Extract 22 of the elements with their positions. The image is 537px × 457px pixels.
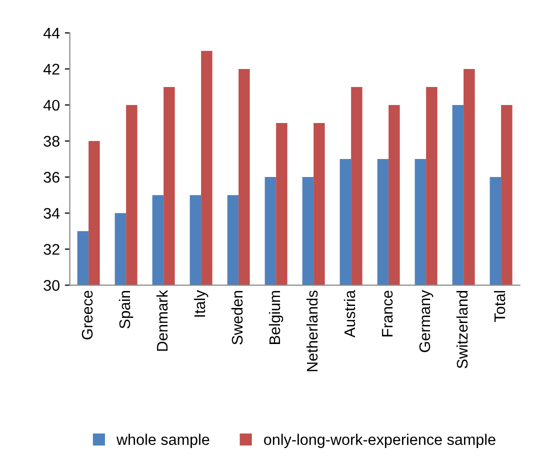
legend-label: only-long-work-experience sample [264,434,496,448]
y-tick-label: 42 [43,64,60,74]
x-tick-label: Belgium [268,291,284,344]
y-tick-label: 40 [43,100,60,111]
y-tick-label: 38 [44,136,60,147]
x-tick-label: Netherlands [306,290,318,372]
x-tick-label: Switzerland [456,291,468,368]
x-tick-label: Total [494,291,506,322]
x-tick-label: Sweden [231,291,243,345]
y-tick-label: 30 [44,280,60,291]
x-tick-label: France [382,290,393,336]
x-tick-label: Spain [118,291,134,328]
x-tick-label: Austria [344,290,356,338]
x-tick-label: Greece [82,290,93,340]
legend-label: whole sample [116,434,210,448]
y-tick-label: 32 [44,244,60,255]
x-tick-label: Denmark [156,290,168,351]
x-tick-label: Germany [419,290,434,352]
y-tick-label: 34 [44,208,60,219]
x-tick-label: Italy [194,290,208,317]
y-tick-label: 36 [44,172,60,183]
y-tick-label: 44 [43,28,60,38]
